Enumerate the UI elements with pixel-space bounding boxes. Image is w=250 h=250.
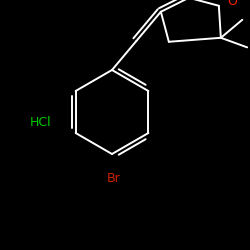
Text: HCl: HCl (30, 116, 52, 128)
Text: O: O (227, 0, 237, 8)
Text: Br: Br (107, 172, 121, 185)
